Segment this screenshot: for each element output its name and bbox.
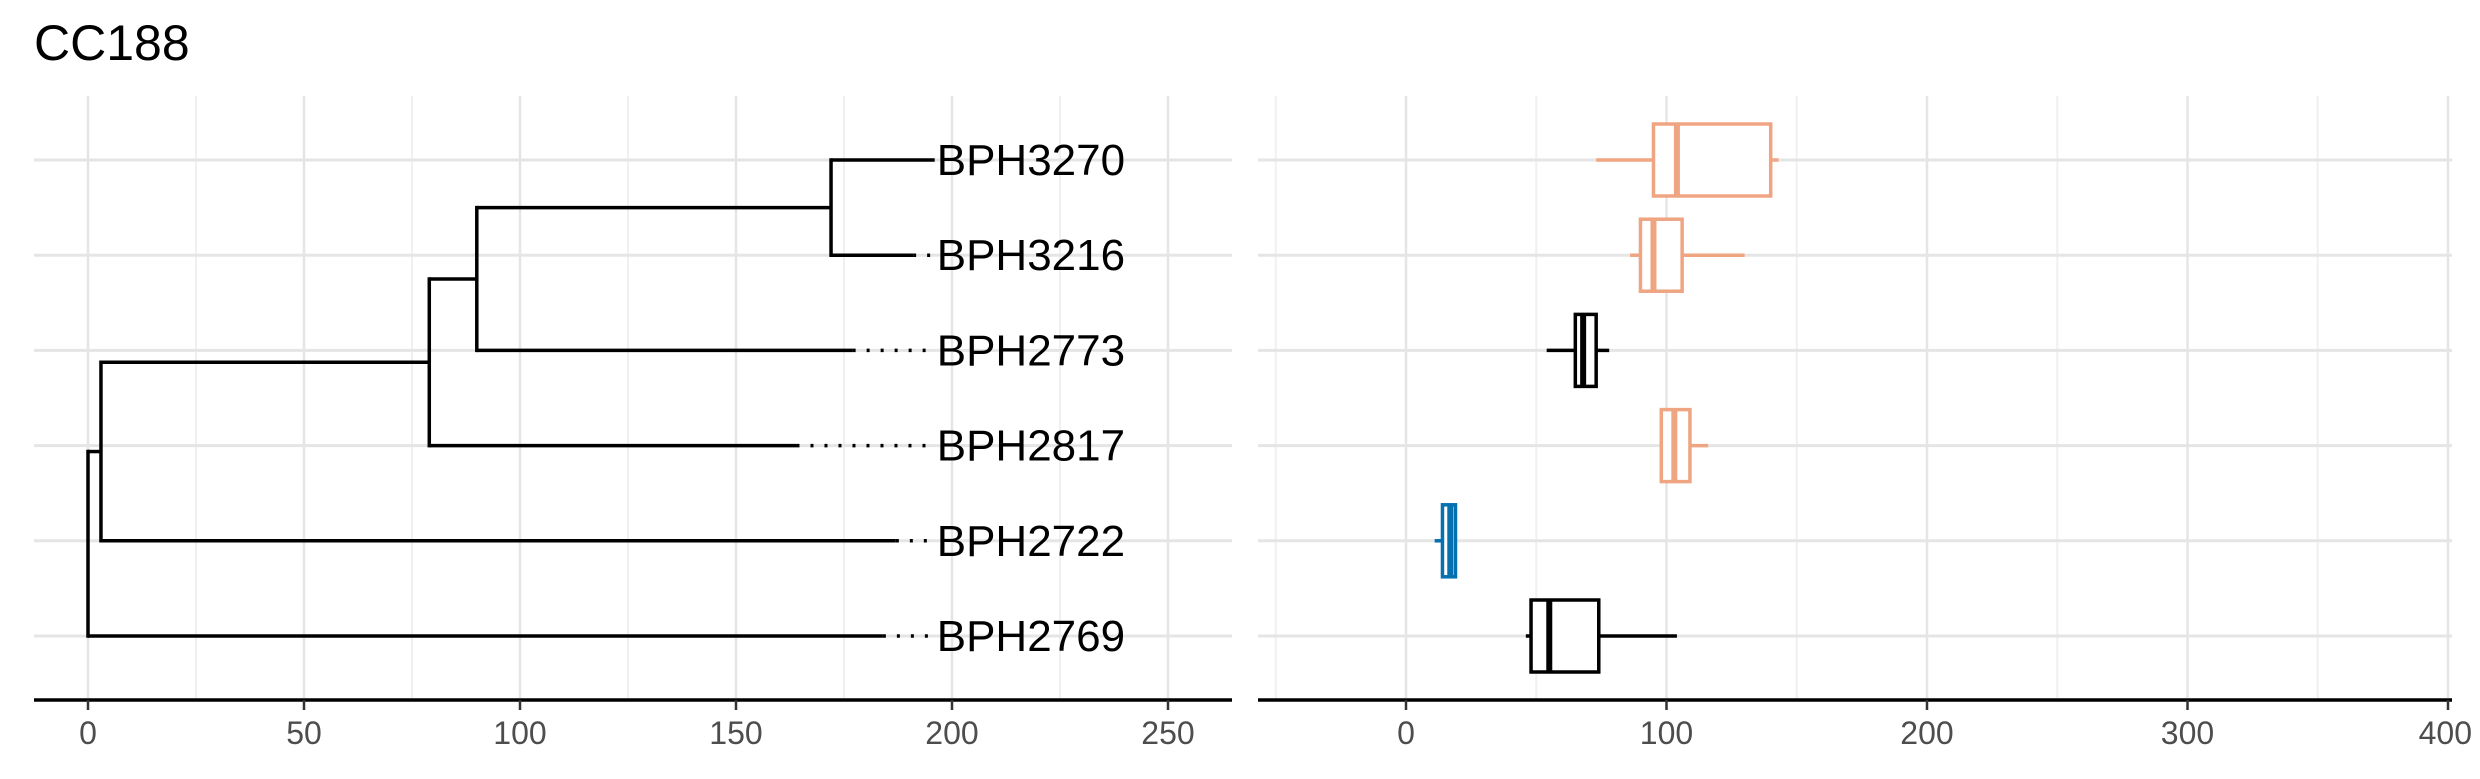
tree-gridlines — [34, 96, 1232, 698]
chart-title: CC188 — [34, 15, 190, 71]
tree-x-tick-label: 100 — [493, 715, 546, 751]
tree-x-axis-ticks: 0 50 100 150 200 250 — [79, 700, 1195, 751]
boxplot-x-tick-label: 100 — [1640, 715, 1693, 751]
tree-x-tick-label: 250 — [1141, 715, 1194, 751]
tree-x-tick-label: 50 — [286, 715, 322, 751]
boxplot-x-tick-label: 300 — [2161, 715, 2214, 751]
tree-tip-label: BPH3216 — [937, 231, 1125, 280]
boxplot-gridlines — [1258, 96, 2452, 698]
box-iqr — [1638, 217, 1684, 293]
boxplot-boxes — [1434, 122, 1779, 674]
box-bph2773 — [1546, 312, 1610, 389]
box-bph2769 — [1525, 598, 1677, 674]
tree-x-tick-label: 0 — [79, 715, 97, 751]
tree-x-tick-label: 200 — [925, 715, 978, 751]
tree-branches — [86, 158, 935, 638]
tree-tip-label: BPH2773 — [937, 326, 1125, 375]
tree-tip-label: BPH2722 — [937, 517, 1125, 566]
box-bph3216 — [1630, 217, 1745, 293]
boxplot-panel: 0 100 200 300 400 — [1258, 96, 2472, 751]
box-bph2722 — [1434, 503, 1458, 579]
tree-panel: BPH3270 BPH3216 BPH2773 BPH2817 BPH2722 BPH27… — [34, 96, 1232, 751]
boxplot-x-tick-label: 0 — [1397, 715, 1415, 751]
boxplot-x-tick-label: 200 — [1900, 715, 1953, 751]
boxplot-x-tick-label: 400 — [2419, 715, 2472, 751]
tree-tip-label: BPH2817 — [937, 422, 1125, 471]
boxplot-x-axis-ticks: 0 100 200 300 400 — [1397, 700, 2472, 751]
box-iqr — [1651, 122, 1773, 198]
tree-tip-labels: BPH3270 BPH3216 BPH2773 BPH2817 BPH2722 BPH27… — [796, 136, 1125, 661]
box-bph2817 — [1659, 407, 1709, 484]
box-bph3270 — [1596, 122, 1779, 198]
box-iqr — [1529, 598, 1601, 674]
tree-tip-label: BPH3270 — [937, 136, 1125, 185]
tree-x-tick-label: 150 — [709, 715, 762, 751]
tree-tip-label: BPH2769 — [937, 612, 1125, 661]
